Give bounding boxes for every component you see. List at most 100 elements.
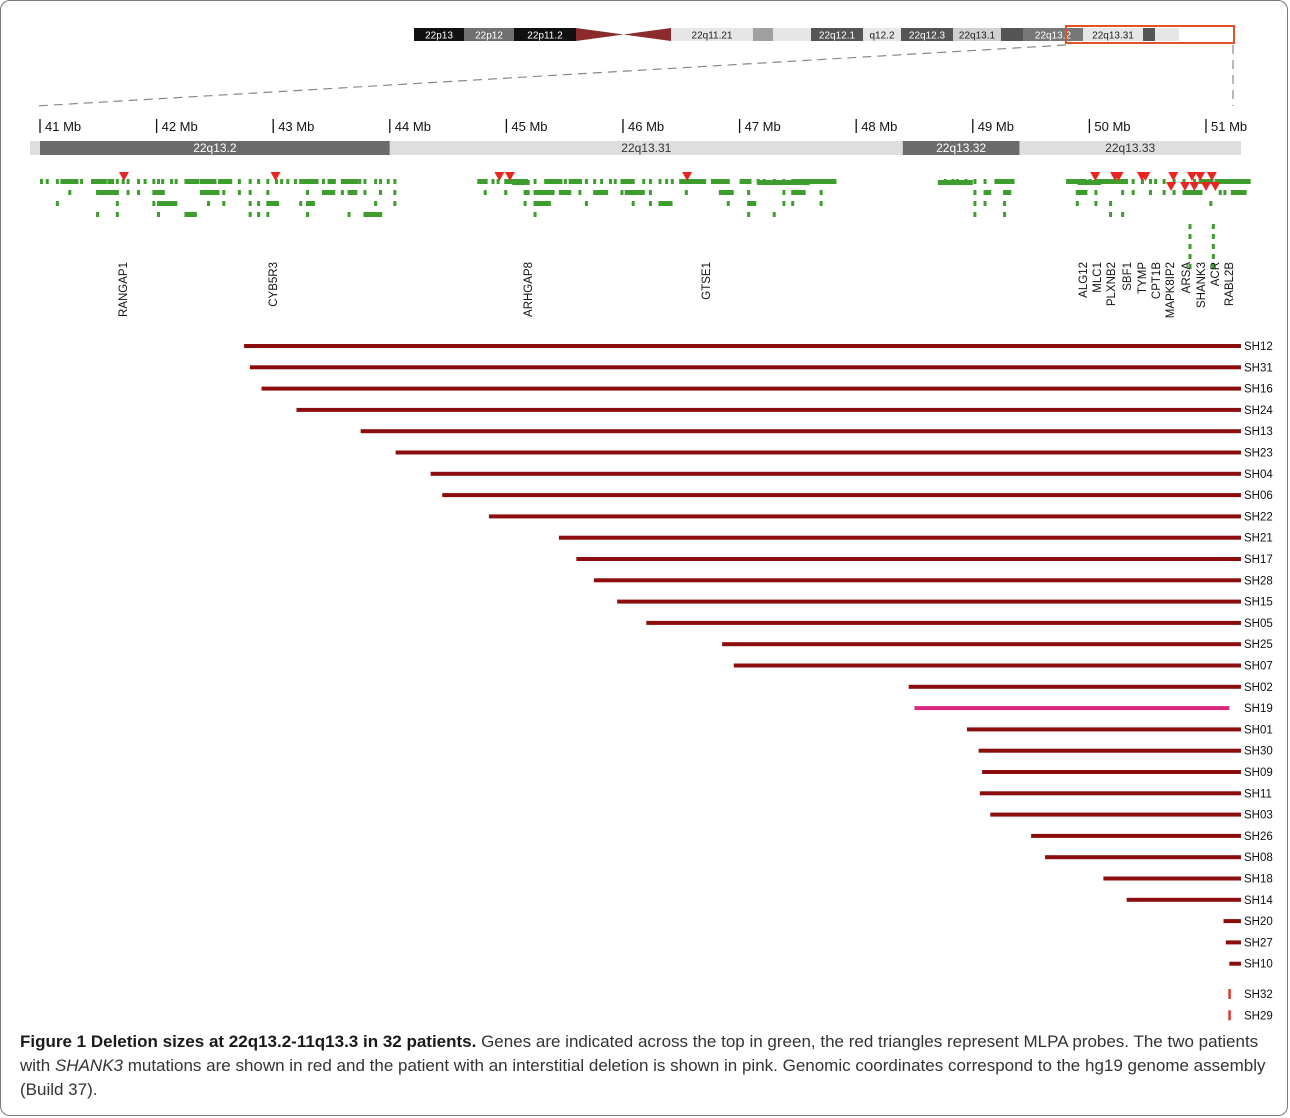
gene-mark — [1188, 244, 1192, 249]
deletion-bar-sh17 — [576, 557, 1241, 561]
deletion-bar-sh02 — [908, 684, 1241, 689]
gene-mark — [126, 179, 130, 184]
axis-tick-label: 41 Mb — [45, 119, 81, 134]
gene-mark — [55, 201, 59, 206]
axis-tick-label: 44 Mb — [395, 119, 431, 134]
gene-mark — [772, 212, 776, 217]
gene-mark — [280, 179, 284, 184]
gene-mark — [170, 179, 174, 184]
gene-mark — [533, 179, 537, 184]
mlpa-probe-marker — [504, 172, 515, 181]
gene-mark — [386, 179, 390, 184]
gene-mark — [143, 179, 147, 184]
gene-mark — [222, 190, 226, 195]
gene-label-cpt1b: CPT1B — [1151, 262, 1163, 299]
gene-label-mapk8ip2: MAPK8IP2 — [1165, 262, 1177, 318]
deletion-bar-sh05 — [646, 620, 1241, 625]
deletion-bar-sh14 — [1126, 897, 1241, 902]
gene-mark — [1182, 190, 1203, 195]
ideogram-band-label: 22p12 — [475, 31, 503, 42]
gene-mark — [229, 179, 233, 184]
gene-mark — [40, 179, 43, 184]
patient-label-sh27: SH27 — [1244, 937, 1273, 949]
gene-label-plxnb2: PLXNB2 — [1106, 262, 1118, 306]
patient-label-sh12: SH12 — [1244, 341, 1273, 353]
gene-mark — [973, 201, 977, 206]
deletion-bar-sh13 — [360, 429, 1241, 434]
gene-mark — [624, 179, 628, 184]
gene-mark — [550, 179, 554, 184]
patient-label-sh05: SH05 — [1244, 618, 1273, 630]
gene-mark — [726, 179, 730, 184]
deletion-bar-sh28 — [593, 578, 1241, 583]
gene-mark — [782, 190, 786, 195]
patient-label-sh06: SH06 — [1244, 490, 1273, 502]
gene-label-arhgap8: ARHGAP8 — [523, 262, 535, 317]
gene-label-gtse1: GTSE1 — [701, 262, 713, 300]
caption-text-1: Genes are indicated across the top in gr… — [20, 1032, 1259, 1075]
patient-label-sh03: SH03 — [1244, 810, 1273, 822]
gene-mark — [578, 179, 582, 184]
gene-mark — [1230, 179, 1251, 184]
gene-mark — [558, 190, 572, 195]
gene-mark — [1003, 190, 1012, 195]
gene-mark — [157, 179, 161, 184]
mlpa-probe-marker — [1113, 172, 1124, 181]
gene-mark — [1188, 234, 1192, 239]
gene-mark — [157, 190, 161, 195]
axis-tick-label: 51 Mb — [1211, 119, 1247, 134]
patient-label-sh09: SH09 — [1244, 767, 1273, 779]
ideogram-band — [1001, 28, 1023, 41]
gene-mark — [504, 190, 508, 195]
gene-mark — [1211, 264, 1215, 269]
gene-mark — [757, 180, 810, 185]
gene-mark — [222, 179, 226, 184]
gene-label-sbf1: SBF1 — [1122, 262, 1134, 291]
gene-mark — [1192, 179, 1196, 184]
mlpa-probe-marker — [1168, 172, 1179, 181]
deletion-bar-sh12 — [244, 344, 1241, 348]
gene-mark — [1154, 179, 1158, 184]
cytoband — [40, 141, 390, 155]
ideogram-band — [464, 28, 514, 41]
gene-mark — [1182, 179, 1186, 184]
gene-mark — [248, 201, 252, 206]
patient-label-sh18: SH18 — [1244, 874, 1273, 886]
gene-mark — [358, 179, 362, 184]
gene-mark — [983, 201, 987, 206]
gene-mark — [791, 190, 806, 195]
gene-mark — [213, 179, 217, 184]
mlpa-probe-marker — [1206, 172, 1217, 181]
gene-mark — [363, 179, 367, 184]
deletion-map-figure: 22p13 22p12 22p11.2 22q11.21 22q12.1 q12.2 22q… — [30, 25, 1273, 1022]
gene-mark — [1209, 201, 1213, 206]
gene-mark — [819, 190, 823, 195]
deletion-bar-sh09 — [982, 770, 1241, 774]
patient-label-sh25: SH25 — [1244, 639, 1273, 651]
mlpa-probe-marker — [682, 172, 693, 181]
axis-tick-label: 50 Mb — [1094, 119, 1130, 134]
gene-mark — [533, 212, 537, 217]
gene-mark — [393, 190, 397, 195]
gene-mark — [1121, 190, 1125, 195]
gene-mark — [379, 190, 383, 195]
gene-mark — [747, 179, 751, 184]
gene-mark — [274, 179, 278, 184]
gene-mark — [45, 179, 49, 184]
gene-mark — [624, 190, 645, 195]
gene-mark — [266, 212, 270, 217]
axis-tick-label: 43 Mb — [278, 119, 314, 134]
axis-tick-label: 47 Mb — [745, 119, 781, 134]
mlpa-probe-marker — [1166, 182, 1177, 191]
gene-mark — [613, 179, 617, 184]
gene-mark — [115, 201, 119, 206]
gene-mark — [331, 179, 335, 184]
gene-mark — [248, 179, 252, 184]
ideogram-band — [671, 28, 753, 41]
gene-mark — [1230, 190, 1247, 195]
gene-label-rangap1: RANGAP1 — [118, 262, 130, 317]
gene-mark — [665, 179, 669, 184]
gene-mark — [1003, 212, 1007, 217]
gene-mark — [115, 179, 119, 184]
